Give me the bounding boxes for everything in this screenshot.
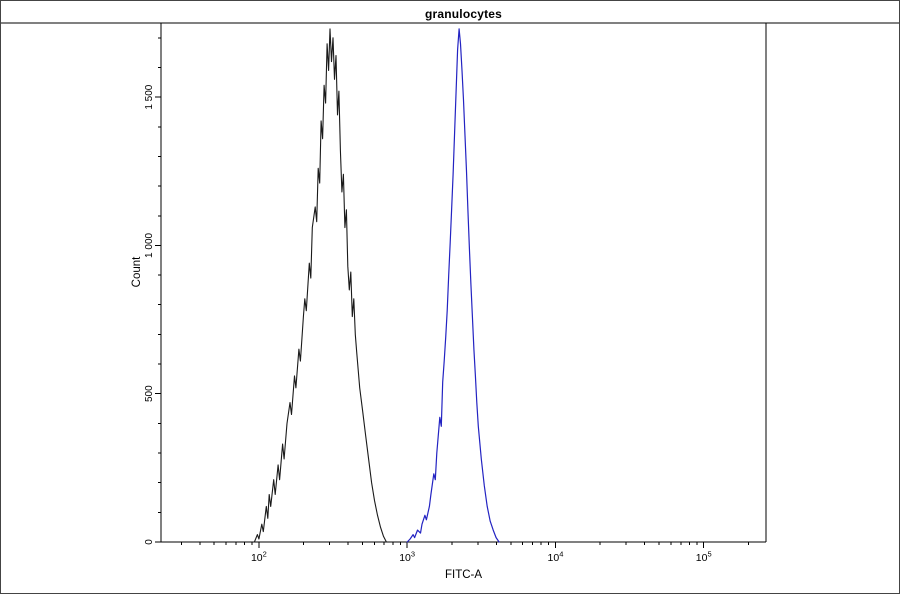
y-tick-label: 500 <box>144 385 155 402</box>
x-tick-label: 104 <box>548 550 564 565</box>
blue-curve <box>406 28 500 543</box>
x-tick-label: 103 <box>399 550 415 565</box>
x-axis-label: FITC-A <box>444 569 483 581</box>
black-curve <box>253 28 387 543</box>
y-tick-label: 1 500 <box>144 84 155 109</box>
plot-title: granulocytes <box>424 7 503 21</box>
y-tick-label: 1 000 <box>144 232 155 257</box>
x-tick-label: 102 <box>251 550 267 565</box>
y-axis-label: Count <box>131 256 143 288</box>
x-tick-label: 105 <box>696 550 712 565</box>
y-tick-label: 0 <box>144 539 155 545</box>
